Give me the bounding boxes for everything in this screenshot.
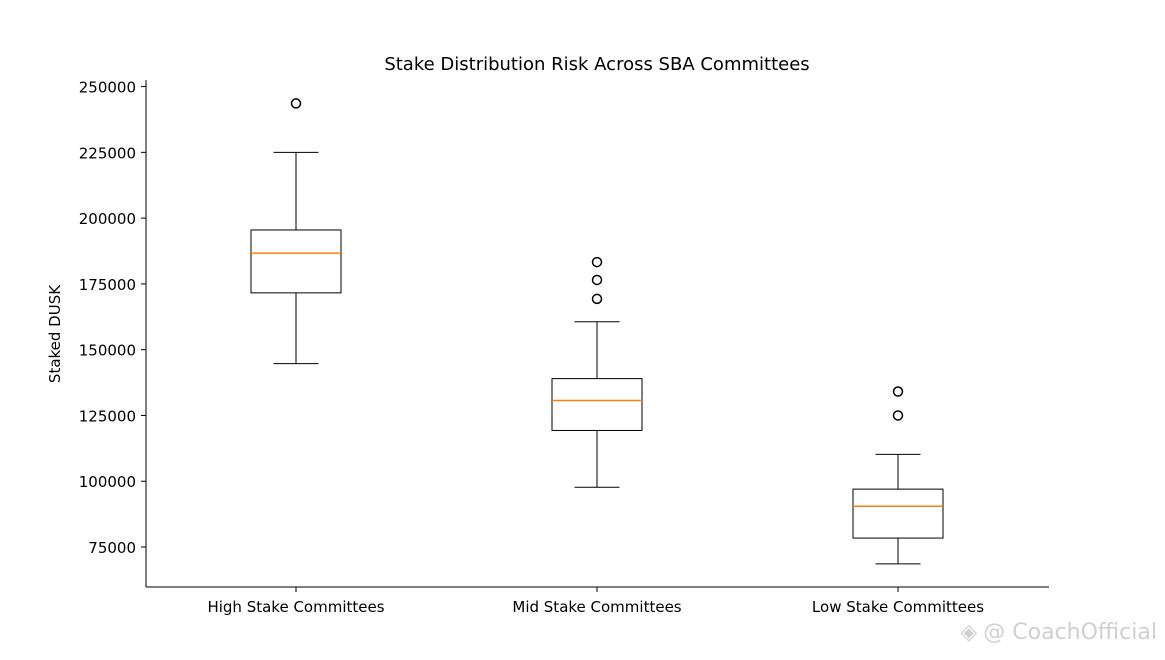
y-tick-label: 250000	[79, 79, 136, 97]
outlier-point	[591, 256, 603, 268]
y-tick-label: 225000	[79, 144, 136, 162]
watermark-text: @ CoachOfficial	[983, 620, 1157, 645]
y-tick-label: 200000	[79, 210, 136, 228]
y-tick-label: 75000	[88, 539, 136, 557]
outlier-point	[892, 410, 904, 421]
outlier-point	[591, 293, 603, 305]
outlier-point	[591, 274, 603, 286]
y-tick-label: 175000	[79, 276, 136, 294]
outlier-point	[290, 98, 302, 109]
y-tick-label: 150000	[79, 342, 136, 360]
y-axis-label: Staked DUSK	[46, 284, 64, 383]
y-tick-label: 100000	[79, 473, 136, 491]
binance-logo-icon: ◈	[960, 620, 978, 645]
iqr-box	[551, 378, 643, 431]
outlier-point	[892, 386, 904, 397]
iqr-box	[250, 229, 342, 294]
x-tick-label: High Stake Committees	[207, 598, 384, 616]
chart-title: Stake Distribution Risk Across SBA Commi…	[384, 54, 809, 75]
watermark: ◈ @ CoachOfficial	[960, 620, 1157, 645]
x-tick-label: Mid Stake Committees	[512, 598, 681, 616]
y-tick-label: 125000	[79, 407, 136, 425]
iqr-box	[852, 488, 944, 539]
x-tick-label: Low Stake Committees	[812, 598, 984, 616]
